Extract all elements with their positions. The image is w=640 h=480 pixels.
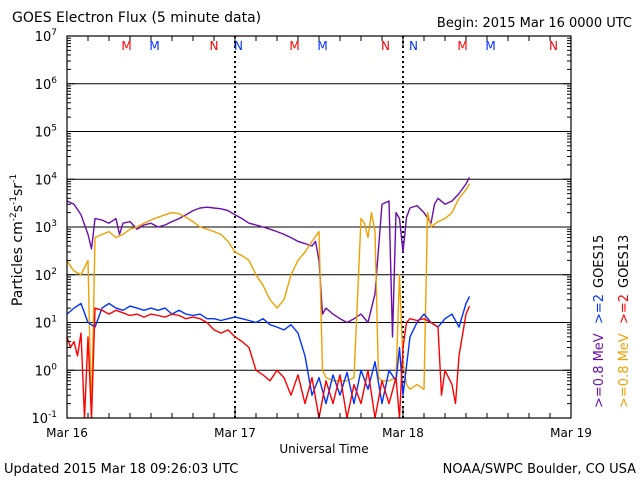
marker-label: N	[210, 39, 219, 53]
x-tick-label: Mar 18	[382, 426, 424, 440]
series-line	[66, 305, 471, 419]
series-line	[66, 176, 471, 338]
axes: 10-1 100 101 102 103 104 105 106 107 Mar 16 Mar 17…	[31, 28, 591, 440]
legend-entry: >=0.8 MeV	[592, 333, 607, 408]
x-axis-label: Universal Time	[279, 442, 368, 456]
marker-label: N	[234, 39, 243, 53]
updated-label: Updated 2015 Mar 18 09:26:03 UTC	[4, 462, 238, 477]
y-tick-label: 103	[35, 219, 57, 236]
marker-label: M	[289, 39, 299, 53]
series-line	[66, 183, 471, 419]
marker-label: N	[549, 39, 558, 53]
legend-entry: GOES15	[592, 235, 607, 288]
x-tick-label: Mar 17	[214, 426, 256, 440]
marker-label: M	[317, 39, 327, 53]
legend: >=0.8 MeV >=2 GOES15 >=0.8 MeV >=2 GOES13	[592, 235, 632, 408]
gridlines	[67, 36, 571, 418]
begin-label: Begin: 2015 Mar 16 0000 UTC	[437, 16, 632, 31]
y-tick-label: 106	[35, 76, 58, 93]
series-lines	[66, 176, 471, 419]
marker-label: M	[457, 39, 467, 53]
marker-label: M	[121, 39, 131, 53]
chart-title: GOES Electron Flux (5 minute data)	[12, 10, 261, 26]
marker-label: N	[409, 39, 418, 53]
y-tick-label: 100	[35, 362, 58, 379]
series-line	[66, 296, 471, 405]
y-tick-label: 102	[35, 267, 57, 284]
y-tick-label: 101	[35, 315, 57, 332]
x-tick-label: Mar 19	[550, 426, 592, 440]
y-axis-label: Particles cm-2s-1sr-1	[9, 174, 26, 306]
legend-entry: >=2	[617, 294, 632, 324]
y-tick-label: 105	[35, 124, 57, 141]
legend-entry: >=0.8 MeV	[617, 333, 632, 408]
y-tick-label: 10-1	[31, 410, 57, 427]
y-tick-label: 104	[35, 171, 58, 188]
x-tick-label: Mar 16	[46, 426, 88, 440]
marker-label: M	[485, 39, 495, 53]
credit-label: NOAA/SWPC Boulder, CO USA	[443, 462, 636, 477]
legend-entry: >=2	[592, 294, 607, 324]
marker-label: M	[149, 39, 159, 53]
y-tick-label: 107	[35, 28, 57, 45]
legend-entry: GOES13	[617, 235, 632, 288]
marker-label: N	[381, 39, 390, 53]
